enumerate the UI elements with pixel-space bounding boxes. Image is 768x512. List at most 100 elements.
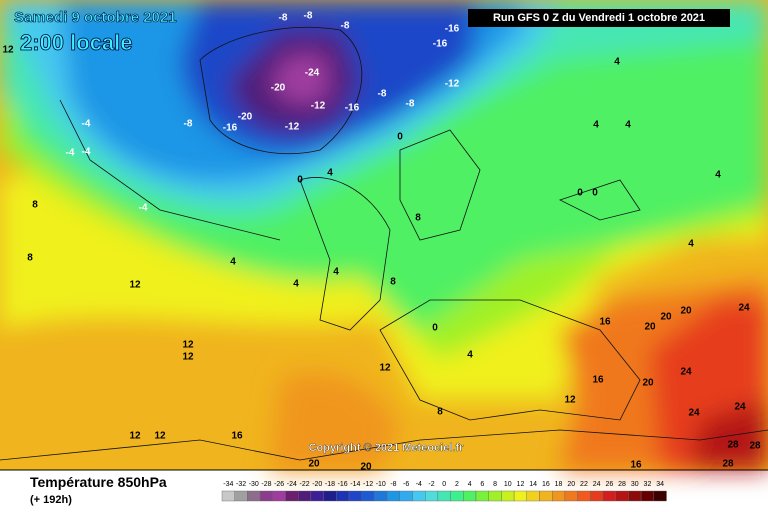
contour-label: -8 bbox=[184, 119, 193, 130]
contour-label: -8 bbox=[304, 11, 313, 22]
scale-tick-label: 2 bbox=[455, 481, 459, 488]
contour-label: 4 bbox=[593, 120, 599, 131]
scale-swatch bbox=[348, 490, 362, 502]
contour-label: 16 bbox=[231, 431, 243, 442]
scale-tick-label: 24 bbox=[593, 481, 601, 488]
contour-label: 24 bbox=[680, 367, 692, 378]
contour-label: -8 bbox=[406, 99, 415, 110]
contour-label: 0 bbox=[397, 132, 403, 143]
scale-tick-label: 6 bbox=[480, 481, 484, 488]
contour-label: -4 bbox=[66, 148, 75, 159]
scale-swatch bbox=[552, 490, 566, 502]
scale-swatch bbox=[336, 490, 350, 502]
contour-label: -4 bbox=[82, 119, 91, 130]
contour-label: -16 bbox=[223, 123, 238, 134]
scale-swatch bbox=[501, 490, 515, 502]
scale-swatch bbox=[628, 490, 642, 502]
contour-label: -16 bbox=[445, 24, 460, 35]
scale-tick-label: 32 bbox=[644, 481, 652, 488]
scale-tick-label: -2 bbox=[428, 481, 434, 488]
scale-tick-label: -34 bbox=[223, 481, 233, 488]
scale-swatch bbox=[374, 490, 388, 502]
contour-label: 16 bbox=[630, 460, 642, 471]
scale-tick-label: -32 bbox=[236, 481, 246, 488]
scale-swatch bbox=[590, 490, 604, 502]
contour-label: -24 bbox=[305, 68, 320, 79]
scale-swatch bbox=[539, 490, 553, 502]
contour-label: 12 bbox=[129, 431, 141, 442]
scale-tick-label: -28 bbox=[261, 481, 271, 488]
contour-label: 0 bbox=[432, 323, 438, 334]
scale-swatch bbox=[221, 490, 235, 502]
scale-tick-label: 14 bbox=[529, 481, 537, 488]
scale-tick-label: 8 bbox=[493, 481, 497, 488]
scale-tick-label: 34 bbox=[656, 481, 664, 488]
contour-label: 8 bbox=[32, 200, 38, 211]
contour-label: 20 bbox=[644, 322, 656, 333]
contour-label: -4 bbox=[82, 147, 91, 158]
contour-label: 12 bbox=[379, 363, 391, 374]
scale-tick-label: 30 bbox=[631, 481, 639, 488]
scale-tick-label: 4 bbox=[468, 481, 472, 488]
scale-swatch bbox=[653, 490, 667, 502]
scale-tick-label: 12 bbox=[517, 481, 525, 488]
scale-swatch bbox=[437, 490, 451, 502]
scale-swatch bbox=[259, 490, 274, 502]
contour-label: 8 bbox=[390, 277, 396, 288]
scale-tick-label: -26 bbox=[274, 481, 284, 488]
scale-tick-label: -18 bbox=[325, 481, 335, 488]
scale-swatch bbox=[399, 490, 413, 502]
scale-swatch bbox=[386, 490, 401, 502]
scale-tick-label: -14 bbox=[350, 481, 360, 488]
contour-labels: -24-20-16-20-12-12 -16-8-8-12-16-16-8 -8-8… bbox=[2, 11, 761, 473]
contour-label: 4 bbox=[327, 168, 333, 179]
scale-swatch bbox=[234, 490, 248, 502]
scale-swatch bbox=[323, 490, 337, 502]
contour-label: 4 bbox=[614, 57, 620, 68]
contour-label: 24 bbox=[734, 402, 746, 413]
lead-time: (+ 192h) bbox=[30, 494, 72, 506]
scale-tick-label: 22 bbox=[580, 481, 588, 488]
scale-swatch bbox=[310, 490, 324, 502]
contour-label: 8 bbox=[27, 253, 33, 264]
scale-tick-label: 10 bbox=[504, 481, 512, 488]
contour-label: 0 bbox=[577, 188, 583, 199]
contour-label: 20 bbox=[308, 459, 320, 470]
contour-label: 12 bbox=[2, 45, 14, 56]
contour-label: -20 bbox=[238, 112, 253, 123]
scale-swatch bbox=[298, 490, 312, 502]
contour-label: -4 bbox=[139, 203, 148, 214]
contour-label: 16 bbox=[599, 317, 611, 328]
contour-label: 0 bbox=[592, 188, 598, 199]
footer-title: Température 850hPa bbox=[30, 474, 167, 490]
contour-label: 20 bbox=[660, 312, 672, 323]
contour-label: 8 bbox=[437, 407, 443, 418]
contour-label: 4 bbox=[467, 350, 473, 361]
scale-swatch bbox=[272, 490, 286, 502]
contour-label: -8 bbox=[279, 13, 288, 24]
contour-label: -16 bbox=[345, 103, 360, 114]
local-time: 2:00 locale bbox=[20, 30, 133, 55]
scale-swatch bbox=[526, 490, 540, 502]
contour-label: 4 bbox=[688, 239, 694, 250]
scale-tick-label: -8 bbox=[390, 481, 396, 488]
scale-swatch bbox=[450, 490, 464, 502]
run-box bbox=[468, 9, 730, 27]
contour-label: 4 bbox=[230, 257, 236, 268]
scale-swatch bbox=[615, 490, 629, 502]
contour-label: 24 bbox=[688, 408, 700, 419]
scale-swatch bbox=[247, 490, 261, 502]
contour-label: -20 bbox=[271, 83, 286, 94]
contour-label: 28 bbox=[749, 441, 761, 452]
scale-swatch bbox=[640, 490, 654, 502]
contour-label: 20 bbox=[680, 306, 692, 317]
contour-label: 12 bbox=[154, 431, 166, 442]
scale-tick-label: -10 bbox=[376, 481, 386, 488]
scale-tick-label: -6 bbox=[403, 481, 409, 488]
contour-label: 4 bbox=[293, 279, 299, 290]
contour-label: 12 bbox=[182, 340, 194, 351]
temperature-field bbox=[0, 0, 768, 471]
contour-label: 28 bbox=[727, 440, 739, 451]
scale-tick-label: -24 bbox=[287, 481, 297, 488]
coastlines bbox=[0, 27, 768, 461]
